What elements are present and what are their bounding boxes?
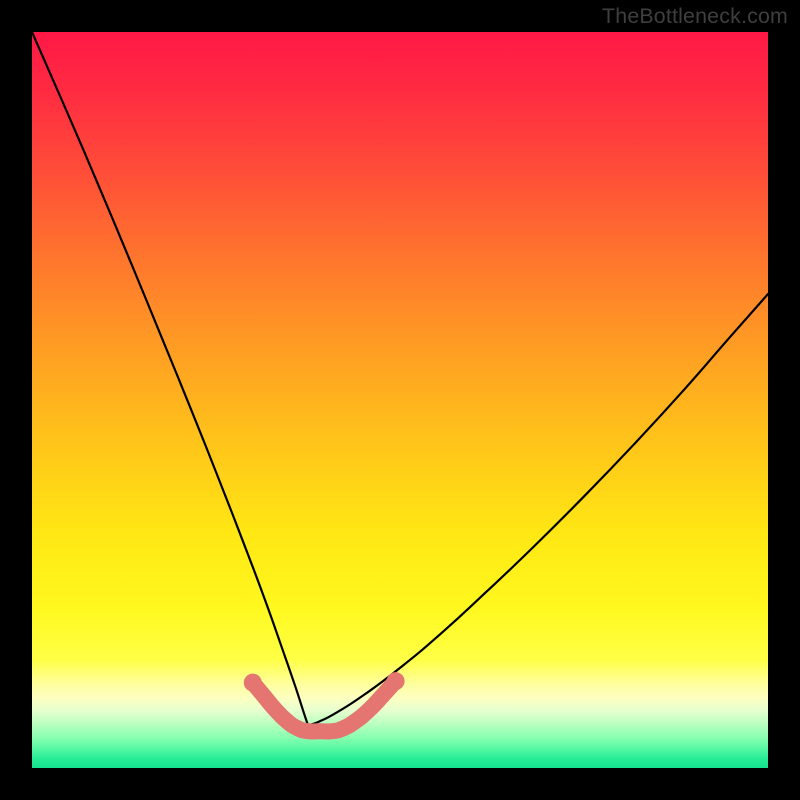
chart-canvas: TheBottleneck.com [0,0,800,800]
watermark-text: TheBottleneck.com [602,4,788,29]
bottom-annotation-end-right [387,672,405,690]
bottom-annotation-end-left [244,674,262,692]
chart-svg [0,0,800,800]
plot-background [32,32,768,768]
